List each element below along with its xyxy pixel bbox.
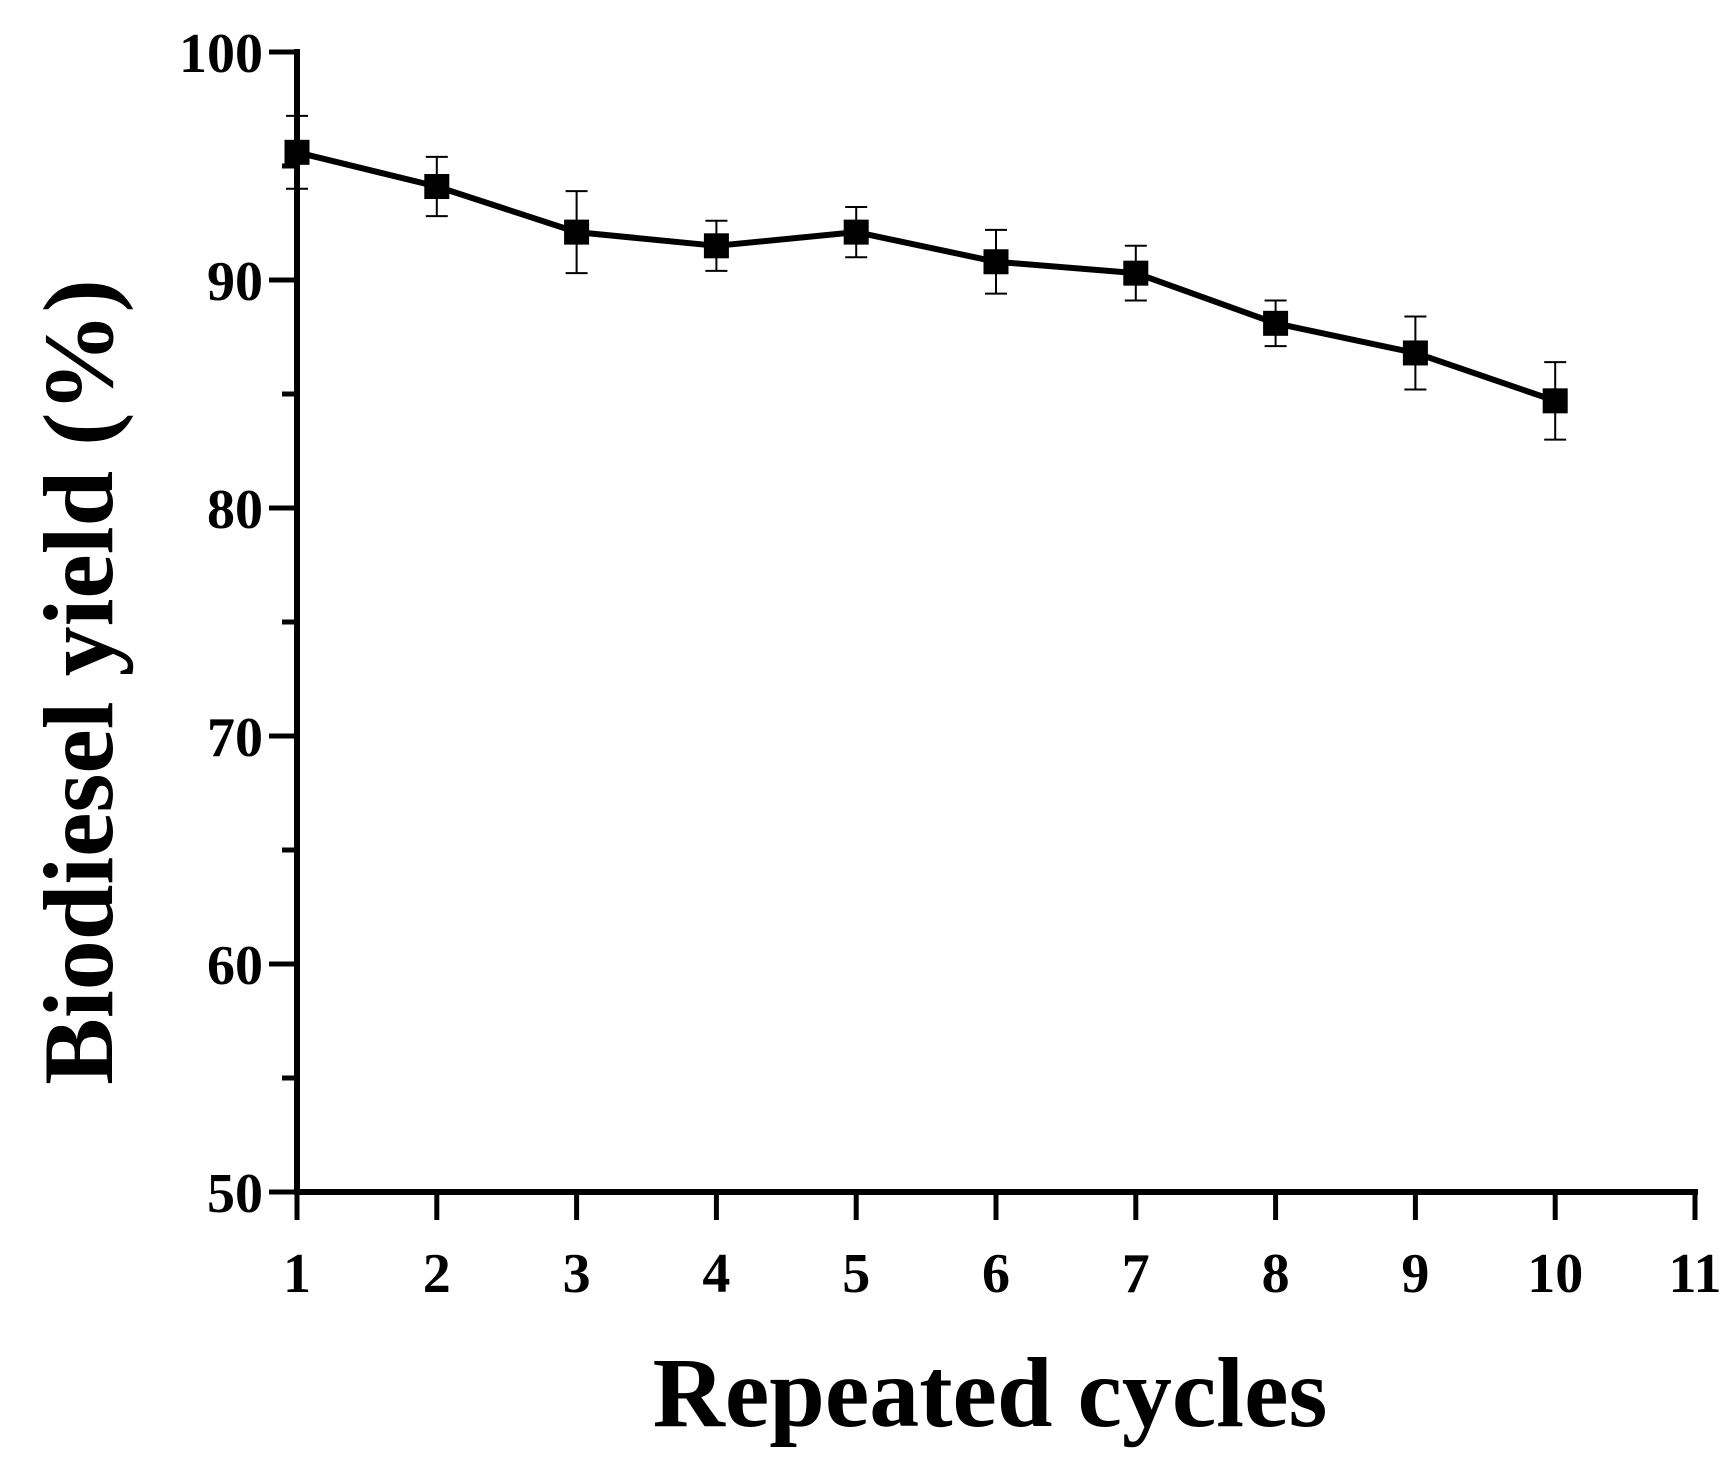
- series-line-group: [296, 149, 1557, 404]
- x-axis-title: Repeated cycles: [653, 1337, 1328, 1448]
- ticks: 50 60 70 80 90 100 1 2 3 4 5 6 7 8 9 10 11: [179, 23, 1721, 1305]
- markers: [284, 139, 1568, 414]
- axes: [294, 49, 1698, 1195]
- y-tick-label: 60: [207, 935, 263, 997]
- y-tick-label: 90: [207, 251, 263, 313]
- y-tick-label: 50: [207, 1163, 263, 1225]
- y-tick-label: 70: [207, 707, 263, 769]
- x-tick-label: 10: [1527, 1243, 1583, 1305]
- data-point-square: [1123, 260, 1149, 286]
- data-point-square: [983, 249, 1009, 275]
- x-tick-label: 1: [283, 1243, 311, 1305]
- x-tick-label: 4: [702, 1243, 730, 1305]
- data-point-square: [843, 219, 869, 245]
- x-tick-label: 6: [982, 1243, 1010, 1305]
- x-tick-label: 3: [563, 1243, 591, 1305]
- data-point-square: [703, 233, 729, 259]
- data-point-square: [1542, 388, 1568, 414]
- x-tick-label: 11: [1669, 1243, 1722, 1305]
- x-tick-label: 5: [842, 1243, 870, 1305]
- series-line: [296, 149, 1557, 404]
- y-tick-label: 100: [179, 23, 263, 85]
- y-tick-label: 80: [207, 479, 263, 541]
- data-point-square: [1263, 310, 1289, 336]
- data-point-square: [284, 139, 310, 165]
- x-tick-label: 9: [1401, 1243, 1429, 1305]
- x-tick-label: 2: [423, 1243, 451, 1305]
- data-point-square: [564, 219, 590, 245]
- y-axis-title: Biodiesel yield (%): [23, 279, 134, 1085]
- x-tick-label: 7: [1122, 1243, 1150, 1305]
- data-point-square: [424, 174, 450, 200]
- x-tick-label: 8: [1262, 1243, 1290, 1305]
- data-point-square: [1402, 340, 1428, 366]
- error-bars: [286, 114, 1567, 441]
